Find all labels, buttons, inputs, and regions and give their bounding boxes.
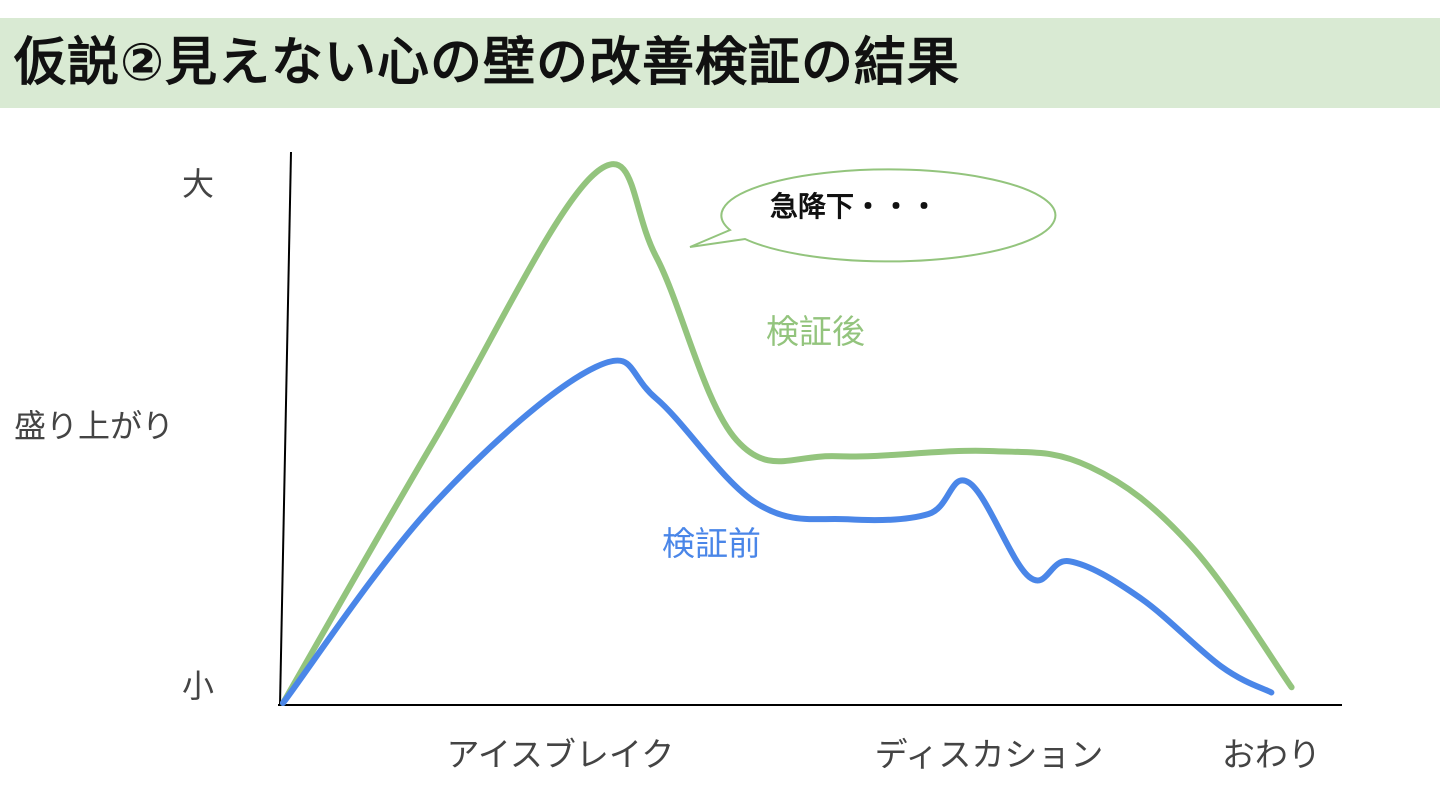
- speech-bubble: 急降下・・・: [689, 168, 1057, 263]
- y-tick-label-1: 小: [182, 667, 214, 705]
- series-lines: [280, 161, 1295, 706]
- x-tick-labels: アイスブレイク ディスカション おわり: [447, 735, 1321, 774]
- series-label-before: 検証前: [662, 524, 761, 563]
- y-tick-label-0: 大: [182, 165, 214, 203]
- y-axis: [279, 151, 292, 706]
- x-tick-label-2: おわり: [1222, 735, 1321, 774]
- speech-bubble-text: 急降下・・・: [770, 190, 938, 223]
- y-axis-label: 盛り上がり: [14, 407, 174, 445]
- x-tick-label-1: ディスカション: [875, 735, 1104, 774]
- series-line-after: [280, 161, 1295, 706]
- speech-bubble-shape: [689, 168, 1057, 263]
- series-label-after: 検証後: [766, 312, 865, 351]
- series-line-before: [280, 357, 1275, 706]
- page-title: 仮説②見えない心の壁の改善検証の結果: [14, 33, 961, 93]
- y-tick-labels: 大小: [182, 165, 214, 705]
- x-tick-label-0: アイスブレイク: [447, 735, 675, 774]
- title-banner: 仮説②見えない心の壁の改善検証の結果: [0, 18, 1440, 108]
